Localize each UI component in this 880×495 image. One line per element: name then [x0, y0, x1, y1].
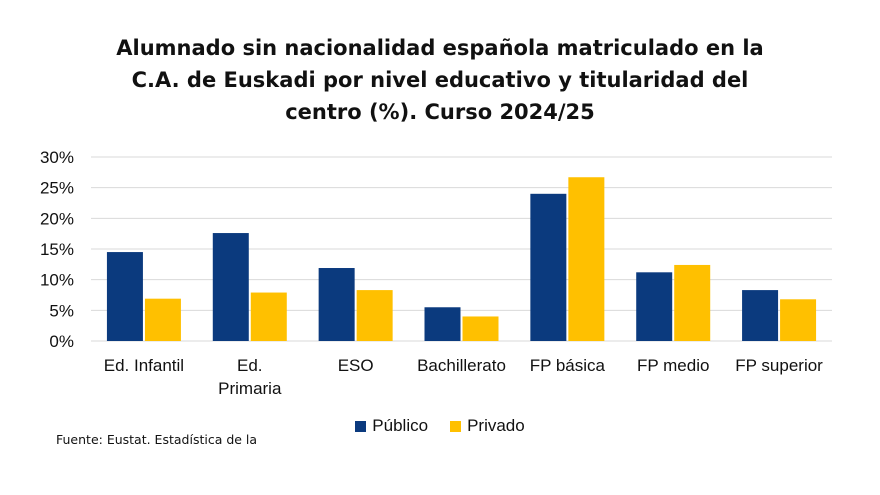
- y-tick-label: 15%: [40, 240, 74, 259]
- bar-privado: [780, 299, 817, 341]
- x-category-label: Primaria: [218, 379, 282, 398]
- y-tick-label: 0%: [49, 332, 74, 351]
- x-category-label: Ed.: [237, 356, 263, 375]
- legend-item-publico: Público: [355, 416, 428, 436]
- bar-publico: [530, 193, 567, 341]
- chart-title-line-2: C.A. de Euskadi por nivel educativo y ti…: [131, 68, 749, 92]
- y-tick-label: 10%: [40, 271, 74, 290]
- bar-publico: [636, 272, 673, 341]
- chart-title: Alumnado sin nacionalidad española matri…: [0, 32, 880, 128]
- legend-label-privado: Privado: [467, 416, 525, 435]
- x-category-label: Bachillerato: [417, 356, 506, 375]
- bar-privado: [356, 290, 393, 341]
- x-category-label: Ed. Infantil: [104, 356, 184, 375]
- legend-swatch-publico: [355, 420, 367, 432]
- y-tick-label: 5%: [49, 301, 74, 320]
- legend-label-publico: Público: [372, 416, 429, 435]
- bar-privado: [144, 298, 181, 341]
- x-category-label: FP básica: [530, 356, 606, 375]
- bar-publico: [106, 252, 143, 341]
- legend-item-privado: Privado: [450, 416, 525, 436]
- bar-publico: [424, 307, 461, 341]
- x-category-label: ESO: [338, 356, 374, 375]
- x-category-label: FP medio: [637, 356, 709, 375]
- bar-publico: [318, 268, 355, 341]
- bar-publico: [742, 290, 779, 341]
- bar-publico: [212, 233, 249, 341]
- legend-swatch-privado: [450, 420, 462, 432]
- chart-title-line-1: Alumnado sin nacionalidad española matri…: [116, 36, 764, 60]
- bar-privado: [462, 316, 499, 341]
- source-note: Fuente: Eustat. Estadística de la: [56, 432, 258, 447]
- y-tick-label: 25%: [40, 179, 74, 198]
- y-tick-label: 30%: [40, 148, 74, 167]
- bar-privado: [674, 264, 711, 341]
- bar-privado: [568, 177, 605, 341]
- y-tick-label: 20%: [40, 209, 74, 228]
- chart-title-line-3: centro (%). Curso 2024/25: [285, 100, 595, 124]
- x-category-label: FP superior: [735, 356, 823, 375]
- legend: Público Privado: [0, 414, 880, 438]
- bar-privado: [250, 292, 287, 341]
